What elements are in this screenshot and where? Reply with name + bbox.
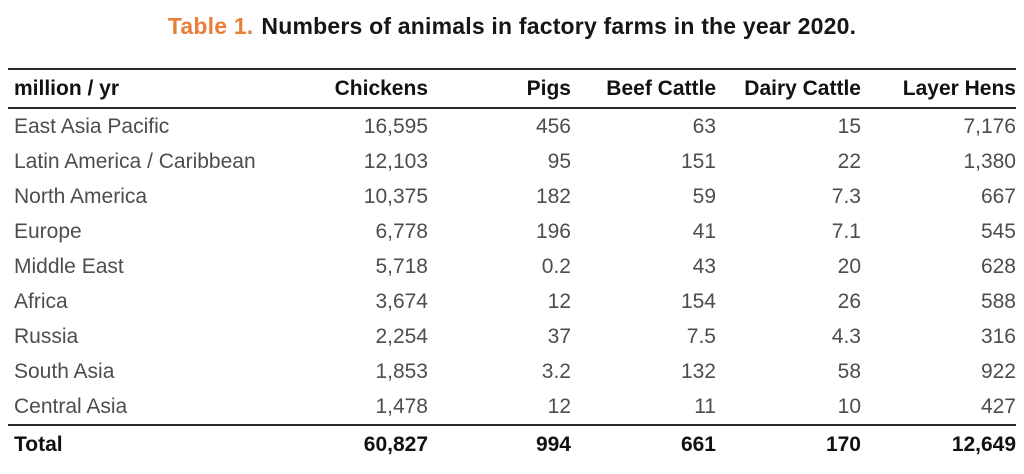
value-cell: 7.5 [686,324,716,348]
table-row-south-asia: South Asia 1,853 3.2 132 58 922 [8,354,1016,389]
table-caption: Table 1. Numbers of animals in factory fa… [0,0,1024,40]
value-cell: 0.2 [541,254,571,278]
value-cell: 628 [980,254,1016,278]
value-cell: 41 [692,219,716,243]
value-cell: 10 [837,394,861,418]
region-cell: Central Asia [14,394,128,418]
value-cell: 95 [547,149,571,173]
column-header-pigs: Pigs [526,76,571,100]
value-cell: 132 [680,359,716,383]
value-cell: 12 [547,289,571,313]
value-cell: 3,674 [375,289,428,313]
value-cell: 20 [837,254,861,278]
table-caption-text: Numbers of animals in factory farms in t… [261,13,857,39]
table-row-central-asia: Central Asia 1,478 12 11 10 427 [8,389,1016,425]
value-cell: 5,718 [375,254,428,278]
table-row-africa: Africa 3,674 12 154 26 588 [8,284,1016,319]
column-header-dairy-cattle: Dairy Cattle [744,76,861,100]
value-cell: 11 [694,394,716,418]
table-header-row: million / yr Chickens Pigs Beef Cattle D… [8,69,1016,108]
value-cell: 588 [980,289,1016,313]
region-cell: Russia [14,324,79,348]
value-cell: 2,254 [375,324,428,348]
region-cell: Middle East [14,254,124,278]
table-row-latin-america-caribbean: Latin America / Caribbean 12,103 95 151 … [8,144,1016,179]
table-row-east-asia-pacific: East Asia Pacific 16,595 456 63 15 7,176 [8,108,1016,144]
region-cell: Latin America / Caribbean [14,149,256,173]
value-cell: 545 [980,219,1016,243]
total-value-cell: 994 [535,433,571,456]
value-cell: 3.2 [541,359,571,383]
value-cell: 4.3 [831,324,861,348]
column-header-chickens: Chickens [334,76,428,100]
value-cell: 12,103 [363,149,428,173]
value-cell: 10,375 [363,184,428,208]
value-cell: 1,380 [963,149,1016,173]
value-cell: 154 [680,289,716,313]
value-cell: 37 [547,324,571,348]
value-cell: 59 [692,184,716,208]
value-cell: 7.1 [831,219,861,243]
column-header-unit: million / yr [14,76,120,100]
value-cell: 1,853 [375,359,428,383]
value-cell: 7.3 [831,184,861,208]
value-cell: 922 [980,359,1016,383]
total-value-cell: 60,827 [363,433,428,456]
value-cell: 667 [980,184,1016,208]
region-cell: East Asia Pacific [14,114,170,138]
value-cell: 427 [980,394,1016,418]
value-cell: 58 [837,359,861,383]
table-caption-label: Table 1. [167,13,254,39]
value-cell: 22 [837,149,861,173]
value-cell: 26 [837,289,861,313]
animals-table: million / yr Chickens Pigs Beef Cattle D… [8,68,1016,464]
region-cell: South Asia [14,359,115,383]
value-cell: 43 [692,254,716,278]
value-cell: 7,176 [963,114,1016,138]
total-value-cell: 661 [680,433,716,456]
value-cell: 1,478 [375,394,428,418]
column-header-layer-hens: Layer Hens [902,76,1016,100]
value-cell: 15 [837,114,861,138]
value-cell: 16,595 [363,114,428,138]
region-cell: Europe [14,219,82,243]
total-value-cell: 12,649 [951,433,1016,456]
value-cell: 12 [547,394,571,418]
region-cell: North America [14,184,148,208]
total-value-cell: 170 [825,433,861,456]
value-cell: 456 [535,114,571,138]
table-row-europe: Europe 6,778 196 41 7.1 545 [8,214,1016,249]
table-row-russia: Russia 2,254 37 7.5 4.3 316 [8,319,1016,354]
region-cell: Africa [14,289,68,313]
table-total-row: Total 60,827 994 661 170 12,649 [8,425,1016,464]
value-cell: 316 [980,324,1016,348]
value-cell: 182 [535,184,571,208]
total-label-cell: Total [14,433,63,456]
value-cell: 6,778 [375,219,428,243]
table-row-north-america: North America 10,375 182 59 7.3 667 [8,179,1016,214]
value-cell: 151 [680,149,716,173]
column-header-beef-cattle: Beef Cattle [606,76,716,100]
table-row-middle-east: Middle East 5,718 0.2 43 20 628 [8,249,1016,284]
value-cell: 63 [692,114,716,138]
value-cell: 196 [535,219,571,243]
